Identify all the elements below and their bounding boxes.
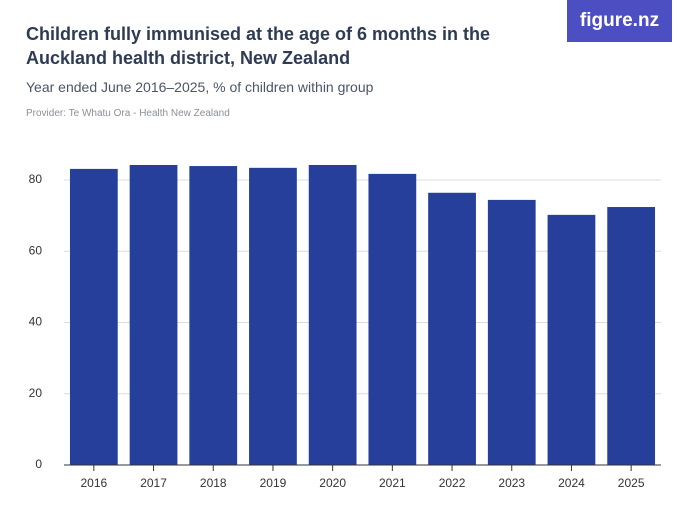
logo[interactable]: figure.nz xyxy=(567,0,672,42)
bar xyxy=(129,164,178,466)
y-tick-label: 0 xyxy=(35,457,42,471)
bar xyxy=(547,214,596,465)
bar xyxy=(308,164,357,466)
chart-subtitle: Year ended June 2016–2025, % of children… xyxy=(26,79,374,95)
x-tick-label: 2016 xyxy=(80,476,107,490)
bar xyxy=(487,199,536,465)
x-tick-label: 2020 xyxy=(319,476,346,490)
x-tick-label: 2022 xyxy=(439,476,466,490)
x-tick-label: 2025 xyxy=(618,476,645,490)
chart-title: Children fully immunised at the age of 6… xyxy=(26,24,491,68)
y-tick-label: 60 xyxy=(29,243,43,257)
bar xyxy=(607,207,656,465)
x-tick-label: 2019 xyxy=(260,476,287,490)
bar xyxy=(69,168,118,465)
bar xyxy=(249,167,297,466)
y-tick-label: 20 xyxy=(29,386,43,400)
x-tick-label: 2021 xyxy=(379,476,406,490)
x-tick-label: 2024 xyxy=(558,476,585,490)
bar xyxy=(189,166,238,466)
x-tick-label: 2017 xyxy=(140,476,167,490)
y-tick-label: 80 xyxy=(29,172,43,186)
bar xyxy=(368,173,417,465)
provider-note: Provider: Te Whatu Ora - Health New Zeal… xyxy=(26,108,230,119)
x-tick-label: 2018 xyxy=(200,476,227,490)
x-tick-label: 2023 xyxy=(498,476,525,490)
bar xyxy=(428,192,476,465)
y-tick-label: 40 xyxy=(29,315,43,329)
